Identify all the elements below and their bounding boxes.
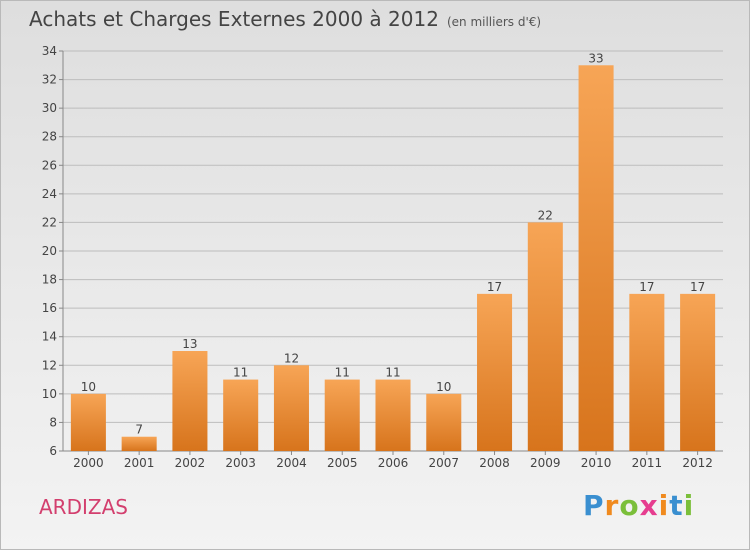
bar	[426, 393, 462, 451]
data-label: 17	[487, 280, 502, 294]
chart-unit-note: (en milliers d'€)	[446, 15, 542, 29]
data-label: 33	[588, 51, 603, 65]
x-tick-label: 2010	[581, 456, 612, 470]
y-tick-label: 20	[42, 244, 57, 258]
y-tick-label: 34	[42, 44, 57, 58]
data-label: 13	[182, 337, 197, 351]
data-label: 11	[335, 366, 350, 380]
bar	[375, 379, 411, 451]
y-tick-labels: 6 8 10 12 14 16 18 20 22 24 26 28 30 32 34	[42, 44, 57, 458]
x-tick-label: 2000	[73, 456, 104, 470]
logo-letter: i	[683, 489, 695, 522]
data-label: 7	[135, 423, 143, 437]
y-tick-label: 8	[49, 415, 57, 429]
x-tick-label: 2004	[276, 456, 307, 470]
commune-name: ARDIZAS	[39, 495, 128, 519]
bar	[324, 379, 360, 451]
bars	[70, 65, 716, 452]
bar	[70, 393, 106, 451]
x-tick-label: 2006	[378, 456, 409, 470]
x-tick-label: 2012	[682, 456, 713, 470]
y-tick-label: 10	[42, 387, 57, 401]
y-tick-label: 28	[42, 130, 57, 144]
x-tick-labels: 2000 2001 2002 2003 2004 2005 2006 2007 2008 2009…	[73, 456, 713, 470]
data-label: 12	[284, 351, 299, 365]
data-label: 10	[436, 380, 451, 394]
y-tick-label: 26	[42, 158, 57, 172]
logo-letter: P	[583, 489, 605, 522]
y-tick-label: 16	[42, 301, 57, 315]
y-tick-label: 12	[42, 358, 57, 372]
logo-letter: o	[619, 489, 640, 522]
logo-letter: x	[639, 489, 659, 522]
y-tick-label: 24	[42, 187, 57, 201]
y-tick-label: 18	[42, 273, 57, 287]
x-tick-label: 2001	[124, 456, 155, 470]
bar	[477, 293, 513, 451]
data-label: 17	[639, 280, 654, 294]
logo-letter: i	[658, 489, 670, 522]
y-tick-label: 22	[42, 215, 57, 229]
bar	[172, 351, 208, 451]
x-tick-label: 2011	[632, 456, 663, 470]
data-label: 22	[538, 208, 553, 222]
bar	[121, 436, 157, 451]
x-tick-label: 2007	[428, 456, 459, 470]
proxiti-logo: Proxiti	[583, 489, 694, 522]
bar	[527, 222, 563, 451]
x-tick-label: 2002	[175, 456, 206, 470]
x-tick-label: 2005	[327, 456, 358, 470]
x-tick-label: 2008	[479, 456, 510, 470]
y-tick-label: 30	[42, 101, 57, 115]
bar	[680, 293, 716, 451]
bar	[273, 365, 309, 451]
x-tick-label: 2003	[225, 456, 256, 470]
data-label: 10	[81, 380, 96, 394]
bar	[578, 65, 614, 452]
y-tick-label: 6	[49, 444, 57, 458]
bar	[629, 293, 665, 451]
logo-letter: t	[669, 489, 684, 522]
x-tick-label: 2009	[530, 456, 561, 470]
logo-letter: r	[604, 489, 620, 522]
y-tick-label: 32	[42, 73, 57, 87]
y-tick-label: 14	[42, 330, 57, 344]
bar	[223, 379, 259, 451]
data-labels: 10 7 13 11 12 11 11 10 17 22 33 17 17	[81, 51, 706, 436]
data-label: 11	[385, 366, 400, 380]
chart-title: Achats et Charges Externes 2000 à 2012 (e…	[29, 7, 541, 31]
data-label: 11	[233, 366, 248, 380]
chart-title-text: Achats et Charges Externes 2000 à 2012	[29, 7, 439, 31]
data-label: 17	[690, 280, 705, 294]
